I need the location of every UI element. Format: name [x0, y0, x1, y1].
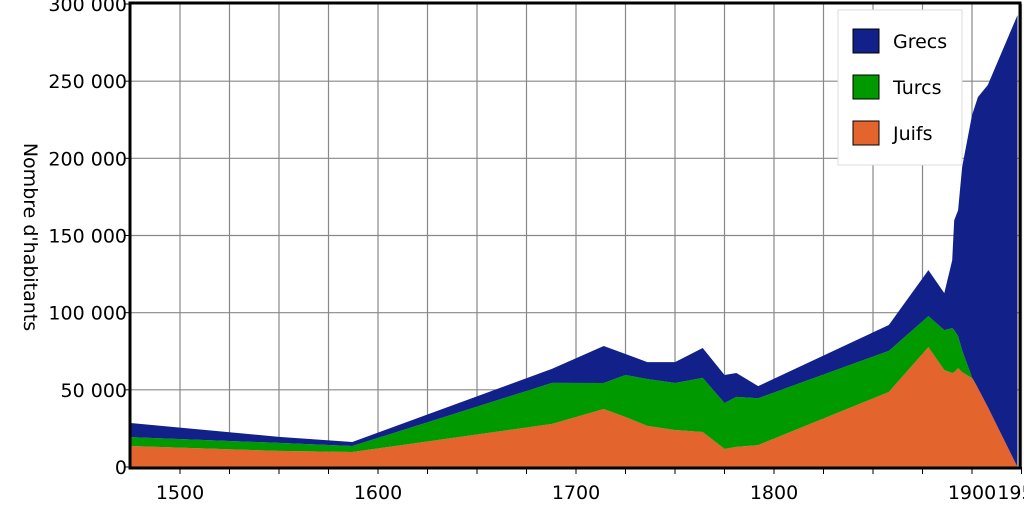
x-axis: 1500 1600 1700 1800 19001950 [156, 467, 1024, 504]
y-axis: 0 50 000 100 000 150 000 200 000 250 000 300 0… [48, 0, 130, 479]
legend-swatch-juifs [852, 120, 880, 146]
y-tick-label: 150 000 [48, 226, 127, 248]
area-juifs [130, 347, 1018, 467]
legend: Grecs Turcs Juifs [837, 9, 963, 166]
legend-swatch-turcs [852, 74, 880, 100]
y-tick-label: 50 000 [61, 380, 127, 402]
x-tick-label: 1500 [156, 482, 204, 504]
x-tick-label: 1900 [948, 482, 996, 504]
areas [130, 15, 1018, 467]
y-tick-label: 200 000 [48, 148, 127, 170]
area-turcs [130, 316, 1018, 467]
y-axis-label: Nombre d'habitants [19, 143, 41, 331]
legend-label-juifs: Juifs [892, 123, 933, 145]
y-tick-label: 300 000 [48, 0, 127, 16]
legend-swatch-grecs [852, 28, 880, 54]
x-tick-label: 1950 [997, 482, 1024, 504]
area-grecs [130, 15, 1018, 467]
y-tick-label: 100 000 [48, 303, 127, 325]
y-tick-label: 250 000 [48, 71, 127, 93]
legend-label-grecs: Grecs [893, 31, 947, 53]
x-tick-label: 1700 [552, 482, 600, 504]
y-tick-label: 0 [115, 457, 127, 479]
legend-label-turcs: Turcs [892, 77, 942, 99]
x-tick-label: 1600 [354, 482, 402, 504]
x-tick-label: 1800 [750, 482, 798, 504]
